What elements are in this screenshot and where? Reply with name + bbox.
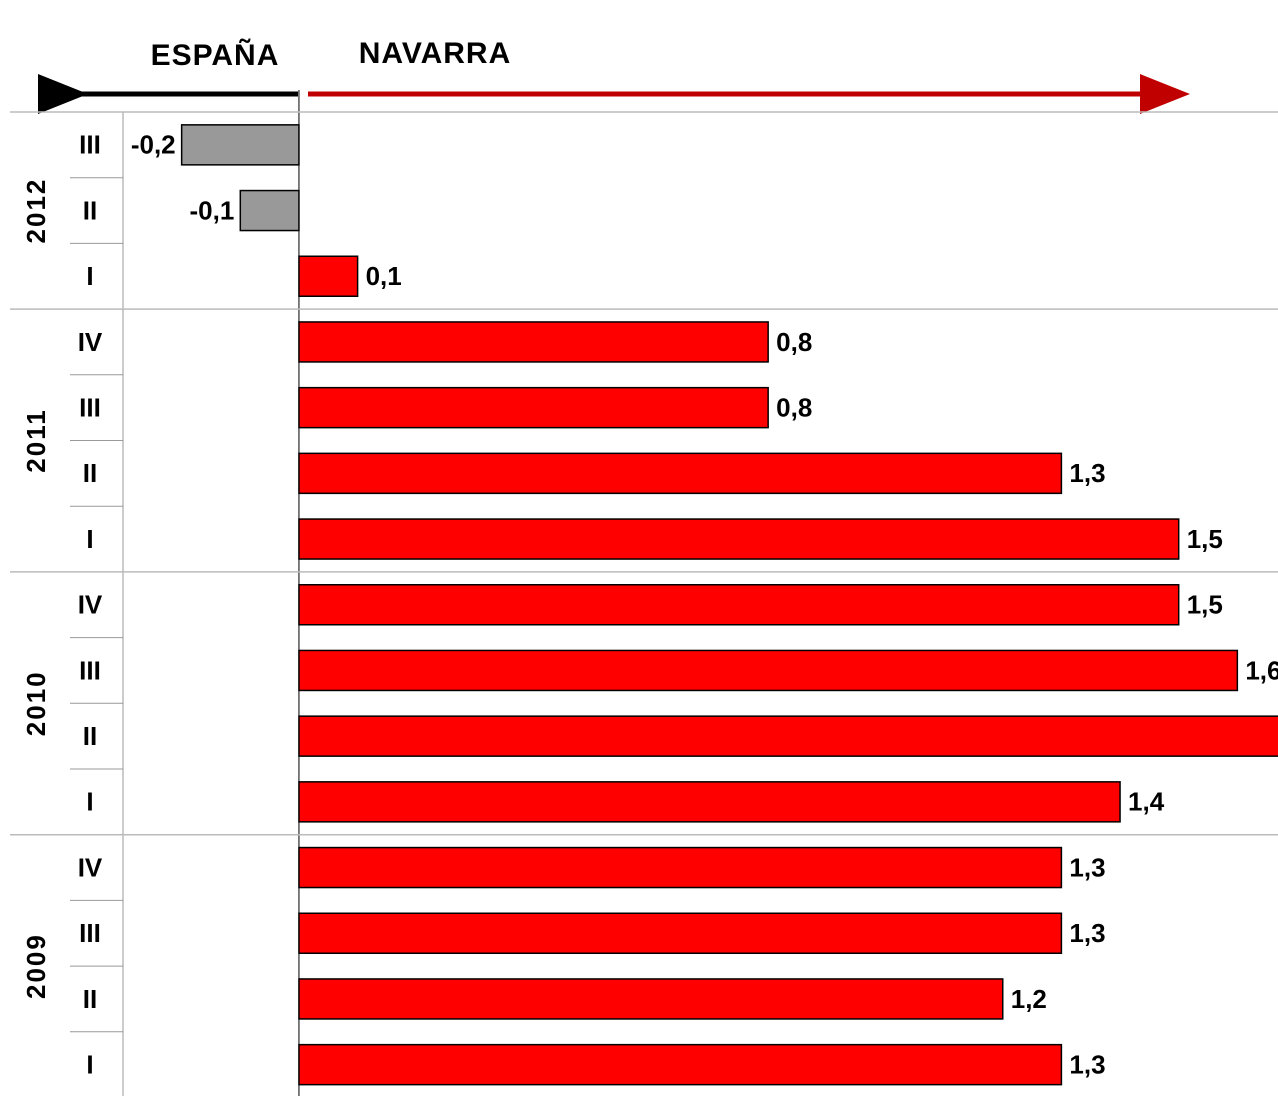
value-label: 1,3: [1069, 852, 1105, 882]
bar: [298, 846, 1063, 889]
category-label: IV: [78, 590, 103, 620]
category-label: IV: [78, 852, 103, 882]
category-label: IV: [78, 327, 103, 357]
value-label: 1,3: [1069, 458, 1105, 488]
value-label: 1,6: [1245, 655, 1278, 685]
category-label: III: [79, 918, 101, 948]
category-label: II: [83, 458, 97, 488]
value-label: 0,1: [366, 261, 402, 291]
bar: [239, 189, 300, 232]
value-label: 0,8: [776, 327, 812, 357]
category-label: II: [83, 984, 97, 1014]
bar: [298, 584, 1180, 626]
value-label: 1,2: [1011, 984, 1047, 1014]
group-label: 2011: [21, 408, 51, 472]
category-label: III: [79, 655, 101, 685]
group-label: 2012: [21, 178, 51, 244]
category-label: I: [86, 787, 93, 817]
bar: [298, 978, 1004, 1020]
bar: [298, 255, 359, 297]
category-label: III: [79, 393, 101, 423]
group-label: 2009: [21, 933, 51, 999]
bar: [298, 912, 1063, 954]
bar: [298, 386, 769, 429]
bar: [298, 452, 1063, 495]
right-label: NAVARRA: [359, 37, 512, 70]
category-label: I: [86, 524, 93, 554]
category-label: I: [86, 261, 93, 291]
value-label: -0,2: [131, 130, 176, 160]
bar: [180, 124, 300, 166]
value-label: -0,1: [189, 195, 234, 225]
value-label: 1,3: [1069, 918, 1105, 948]
category-label: I: [86, 1050, 93, 1080]
left-label: ESPAÑA: [151, 38, 280, 72]
category-label: II: [83, 721, 97, 751]
value-label: 1,4: [1128, 787, 1165, 817]
value-label: 0,8: [776, 393, 812, 423]
value-label: 1,5: [1187, 590, 1223, 620]
group-label: 2010: [21, 670, 51, 736]
category-label: III: [79, 130, 101, 160]
bar: [298, 781, 1121, 823]
bar: [298, 649, 1239, 692]
bar: [298, 321, 769, 363]
value-label: 1,5: [1187, 524, 1223, 554]
value-label: 1,3: [1069, 1050, 1105, 1080]
category-label: II: [83, 195, 97, 225]
bar: [298, 715, 1278, 757]
bar: [298, 518, 1180, 560]
bar: [298, 1043, 1063, 1086]
